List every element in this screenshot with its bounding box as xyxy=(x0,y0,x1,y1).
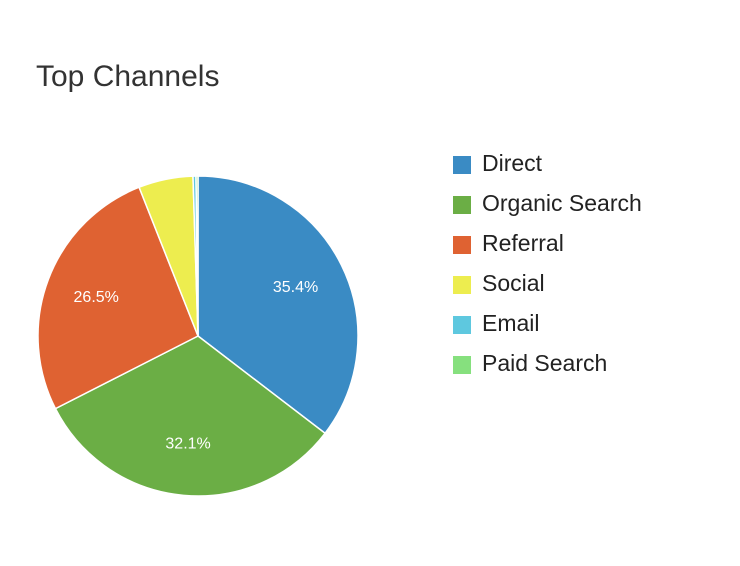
legend-label: Direct xyxy=(482,150,543,176)
slice-label: 35.4% xyxy=(273,279,318,296)
pie-slice xyxy=(197,175,359,435)
legend-swatch xyxy=(453,356,471,374)
legend-swatch xyxy=(453,316,471,334)
legend-swatch xyxy=(453,196,471,214)
legend-label: Paid Search xyxy=(482,350,607,376)
pie-slice xyxy=(54,335,327,497)
slice-label: 32.1% xyxy=(165,436,210,453)
legend-swatch xyxy=(453,156,471,174)
legend-label: Email xyxy=(482,310,540,336)
legend-swatch xyxy=(453,276,471,294)
slice-label: 26.5% xyxy=(74,289,119,306)
legend-swatch xyxy=(453,236,471,254)
pie-slice xyxy=(37,186,199,410)
chart-title: Top Channels xyxy=(36,60,219,93)
legend-label: Organic Search xyxy=(482,190,642,216)
legend-label: Referral xyxy=(482,230,564,256)
legend-label: Social xyxy=(482,270,545,296)
pie-slice xyxy=(195,175,199,337)
